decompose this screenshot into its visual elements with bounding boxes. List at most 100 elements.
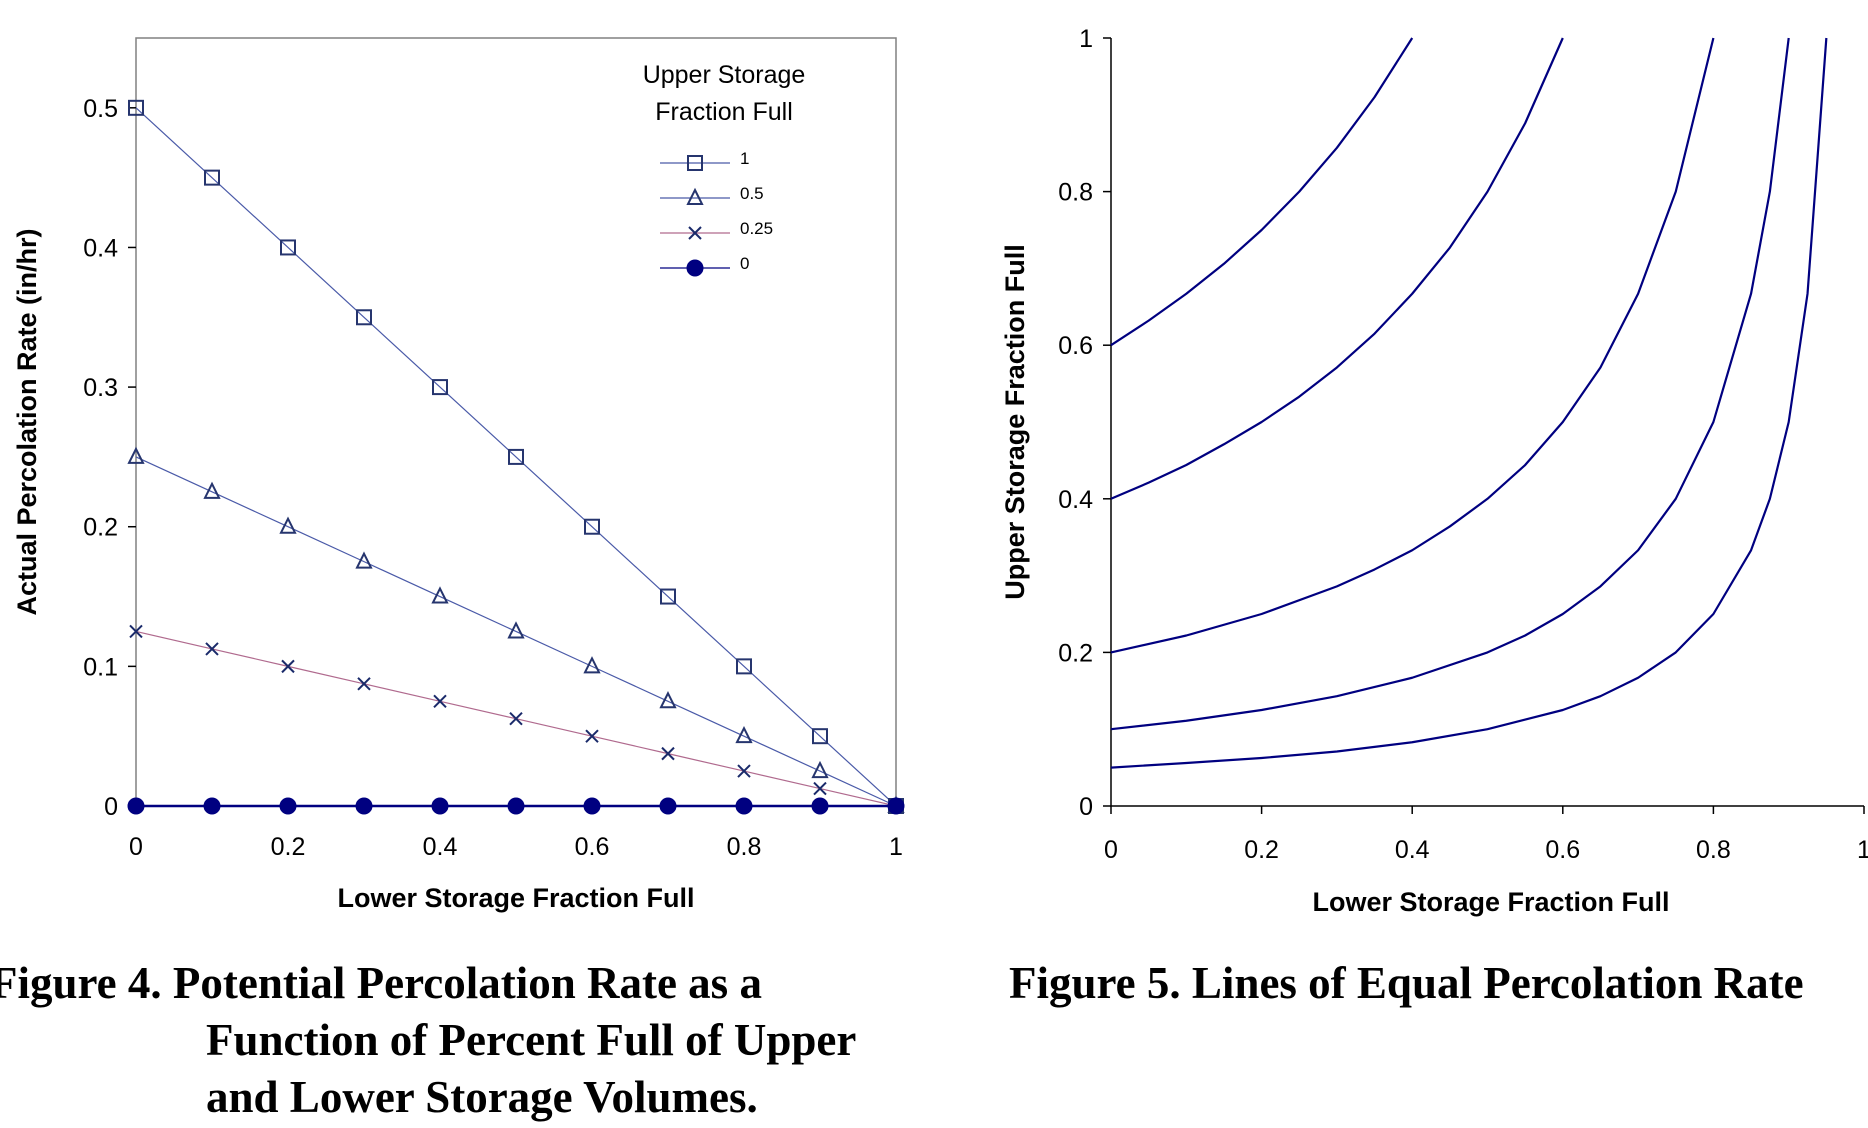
- fig4-y-tick-label: 0.2: [83, 514, 118, 542]
- fig4-data-point: [812, 728, 828, 745]
- fig5-equal-rate-line: [1110, 37, 1715, 654]
- fig4-data-point: [203, 481, 221, 499]
- fig4-legend-marker: [686, 259, 704, 277]
- fig4-x-tick-label: 0.4: [423, 833, 458, 861]
- fig4-data-point: [659, 797, 677, 815]
- fig4-legend-label: 0.5: [740, 184, 764, 203]
- fig4-data-point: [205, 642, 219, 656]
- fig4-data-point: [431, 797, 449, 815]
- fig4-legend-item: 0.25: [660, 219, 773, 240]
- fig4-legend-title-line1: Upper Storage: [643, 61, 806, 89]
- fig4-legend-item: 0.5: [660, 184, 764, 205]
- fig4-legend-label: 0.25: [740, 219, 773, 238]
- figure-5-chart: 0 0.2 0.4 0.6 0.8 1 0 0.2 0.4 0.6 0.8 1 Upper Stor…: [1000, 25, 1868, 917]
- fig4-series-line: [135, 107, 897, 807]
- fig4-data-point: [508, 448, 524, 465]
- fig4-x-tick-label: 0: [129, 833, 143, 861]
- fig4-data-point: [279, 797, 297, 815]
- fig5-y-tick-label: 0.4: [1058, 486, 1093, 514]
- fig4-series-1: [128, 99, 904, 814]
- fig4-series-0: [127, 797, 905, 815]
- fig4-legend-marker: [686, 187, 704, 205]
- fig4-caption-line3: and Lower Storage Volumes.: [206, 1072, 758, 1122]
- fig5-y-tick-label: 0.2: [1058, 639, 1093, 667]
- fig5-x-axis-title: Lower Storage Fraction Full: [1312, 887, 1669, 917]
- fig4-data-point: [811, 760, 829, 779]
- fig5-x-tick-label: 0.4: [1395, 836, 1430, 864]
- figure-4-chart: 0 0.1 0.2 0.3 0.4 0.5 0 0.2 0.4 0.6 0.8 1 Upper St…: [12, 37, 905, 913]
- fig4-y-axis-title: Actual Percolation Rate (in/hr): [12, 228, 42, 615]
- fig4-y-tick-label: 0.3: [83, 374, 118, 402]
- fig4-data-point: [279, 516, 297, 534]
- fig4-x-tick-label: 1: [889, 833, 903, 861]
- fig4-legend: Upper Storage Fraction Full 1 0.5 0.25 0: [643, 61, 806, 277]
- fig4-data-point: [736, 658, 752, 675]
- fig4-legend-title-line2: Fraction Full: [655, 98, 793, 126]
- fig5-x-tick-label: 0: [1104, 836, 1118, 864]
- fig4-data-point: [433, 694, 447, 708]
- fig4-data-point: [811, 797, 829, 815]
- fig5-equal-rate-line: [1110, 37, 1564, 500]
- fig4-data-point: [204, 169, 220, 186]
- fig4-legend-item: 1: [660, 149, 749, 171]
- fig4-data-point: [281, 659, 295, 674]
- fig4-data-point: [585, 729, 599, 743]
- fig4-data-point: [507, 621, 525, 639]
- fig5-axes: [1110, 38, 1864, 807]
- fig4-data-point: [735, 797, 753, 815]
- fig4-data-point: [509, 712, 523, 726]
- fig5-equal-rate-line: [1110, 37, 1828, 769]
- fig4-x-tick-label: 0.8: [727, 833, 762, 861]
- fig4-data-point: [735, 725, 753, 744]
- fig4-data-point: [813, 781, 827, 796]
- fig5-x-tick-label: 0.6: [1545, 836, 1580, 864]
- fig5-y-axis-title: Upper Storage Fraction Full: [1000, 244, 1030, 600]
- fig4-data-point: [737, 764, 751, 778]
- fig4-data-point: [507, 797, 525, 815]
- fig4-x-axis-title: Lower Storage Fraction Full: [337, 883, 694, 913]
- fig4-series-0.5: [127, 446, 905, 813]
- fig4-legend-marker: [687, 155, 703, 171]
- fig5-y-tick-label: 1: [1079, 25, 1093, 53]
- fig4-y-tick-label: 0.4: [83, 234, 118, 262]
- fig4-legend-label: 0: [740, 254, 749, 273]
- fig5-y-tick-label: 0: [1079, 793, 1093, 821]
- fig4-legend-marker: [688, 226, 702, 240]
- fig4-data-point: [583, 797, 601, 815]
- fig4-series-line: [135, 456, 897, 807]
- fig4-data-point: [887, 797, 905, 815]
- fig4-data-point: [203, 797, 221, 815]
- fig4-data-point: [584, 518, 600, 535]
- fig4-y-tick-label: 0.1: [83, 653, 118, 681]
- fig4-y-tick-label: 0.5: [83, 95, 118, 123]
- fig4-y-tick-label: 0: [104, 793, 118, 821]
- fig5-x-tick-label: 0.2: [1244, 836, 1279, 864]
- fig4-data-point: [583, 656, 601, 674]
- fig4-caption-line2: Function of Percent Full of Upper: [206, 1015, 856, 1065]
- fig4-series-0.25: [129, 624, 903, 813]
- fig4-x-tick-label: 0.6: [575, 833, 610, 861]
- fig4-data-point: [661, 746, 675, 761]
- fig4-plot-frame: [135, 37, 897, 807]
- fig5-y-tick-label: 0.8: [1058, 179, 1093, 207]
- fig5-x-tick-label: 0.8: [1696, 836, 1731, 864]
- fig5-equal-rate-line: [1110, 37, 1790, 731]
- fig4-data-point: [660, 588, 676, 605]
- fig4-data-point: [127, 797, 145, 815]
- fig4-data-point: [128, 99, 144, 116]
- fig4-data-point: [355, 797, 373, 815]
- fig4-legend-item: 0: [660, 254, 749, 277]
- fig5-y-tick-label: 0.6: [1058, 332, 1093, 360]
- fig4-data-point: [432, 379, 448, 396]
- fig4-data-point: [356, 309, 372, 326]
- fig4-data-point: [659, 691, 677, 709]
- fig4-x-tick-label: 0.2: [271, 833, 306, 861]
- fig4-caption-line1: Figure 4. Potential Percolation Rate as …: [0, 958, 762, 1008]
- fig4-data-point: [127, 446, 145, 464]
- fig4-data-point: [431, 586, 449, 604]
- fig4-legend-label: 1: [740, 149, 749, 168]
- fig5-x-tick-label: 1: [1857, 836, 1868, 864]
- fig4-data-point: [129, 624, 143, 639]
- fig5-equal-rate-line: [1110, 37, 1414, 347]
